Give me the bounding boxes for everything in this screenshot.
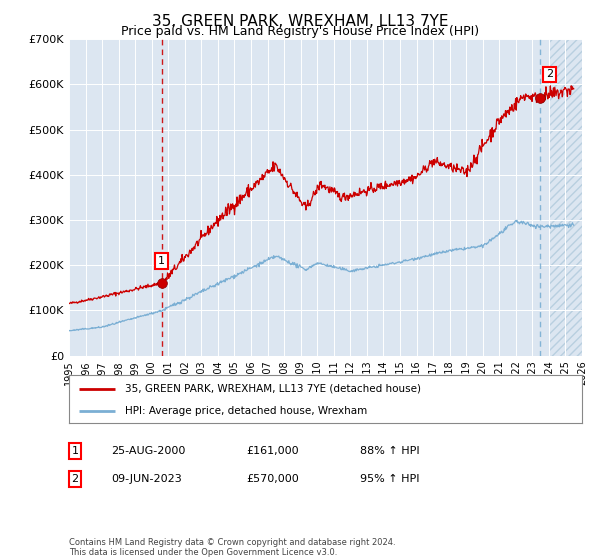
Text: 2: 2 <box>71 474 79 484</box>
Bar <box>549 39 582 356</box>
Text: HPI: Average price, detached house, Wrexham: HPI: Average price, detached house, Wrex… <box>125 406 368 416</box>
Text: Contains HM Land Registry data © Crown copyright and database right 2024.
This d: Contains HM Land Registry data © Crown c… <box>69 538 395 557</box>
Text: 2: 2 <box>546 69 553 80</box>
Text: £161,000: £161,000 <box>246 446 299 456</box>
Text: £570,000: £570,000 <box>246 474 299 484</box>
Text: Price paid vs. HM Land Registry's House Price Index (HPI): Price paid vs. HM Land Registry's House … <box>121 25 479 38</box>
Text: 1: 1 <box>158 256 165 266</box>
Text: 09-JUN-2023: 09-JUN-2023 <box>111 474 182 484</box>
Text: 35, GREEN PARK, WREXHAM, LL13 7YE (detached house): 35, GREEN PARK, WREXHAM, LL13 7YE (detac… <box>125 384 421 394</box>
Text: 35, GREEN PARK, WREXHAM, LL13 7YE: 35, GREEN PARK, WREXHAM, LL13 7YE <box>152 14 448 29</box>
Text: 88% ↑ HPI: 88% ↑ HPI <box>360 446 419 456</box>
Text: 95% ↑ HPI: 95% ↑ HPI <box>360 474 419 484</box>
Text: 25-AUG-2000: 25-AUG-2000 <box>111 446 185 456</box>
Text: 1: 1 <box>71 446 79 456</box>
